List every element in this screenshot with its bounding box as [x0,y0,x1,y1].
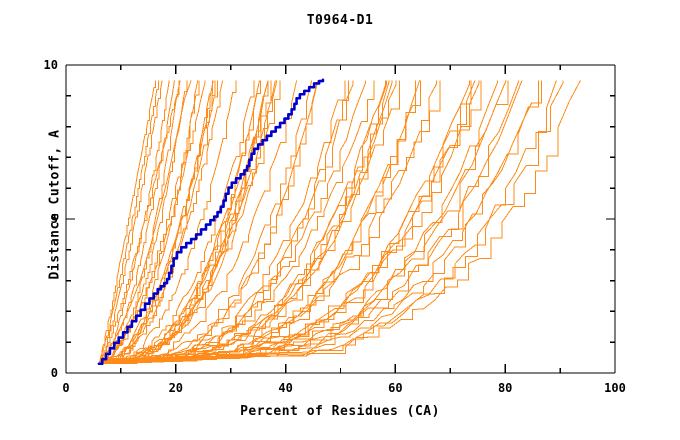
series-line [98,80,482,365]
x-tick-label: 20 [168,381,184,395]
series-line [98,80,163,364]
x-tick-label: 40 [278,381,293,395]
highlight-series-layer [97,78,325,366]
series-line [98,80,499,365]
axis-layer [65,64,616,374]
series-line [98,80,540,365]
x-tick-label: 0 [62,381,70,395]
series-line [98,80,159,364]
x-axis-label: Percent of Residues (CA) [240,404,440,419]
y-tick-label: 10 [43,58,58,72]
series-line [98,80,470,365]
series-layer [98,80,581,365]
x-tick-label: 60 [388,381,403,395]
chart-title: T0964-D1 [306,13,374,28]
series-line [98,80,520,365]
x-tick-label: 80 [497,381,513,395]
y-axis-label: Distance Cutoff, A [47,129,63,280]
series-line [98,80,213,365]
x-tick-label: 100 [604,381,626,395]
series-line [98,80,476,365]
y-tick-label: 0 [50,366,58,380]
series-line-outlier [98,80,192,365]
y-tick-label: 5 [50,212,58,226]
series-line [98,80,188,365]
series-line [98,80,200,365]
series-line [98,80,206,365]
series-line [98,80,441,365]
series-line [98,80,480,365]
series-line [98,80,557,365]
highlight-series-line [97,78,325,366]
series-line [98,80,156,364]
